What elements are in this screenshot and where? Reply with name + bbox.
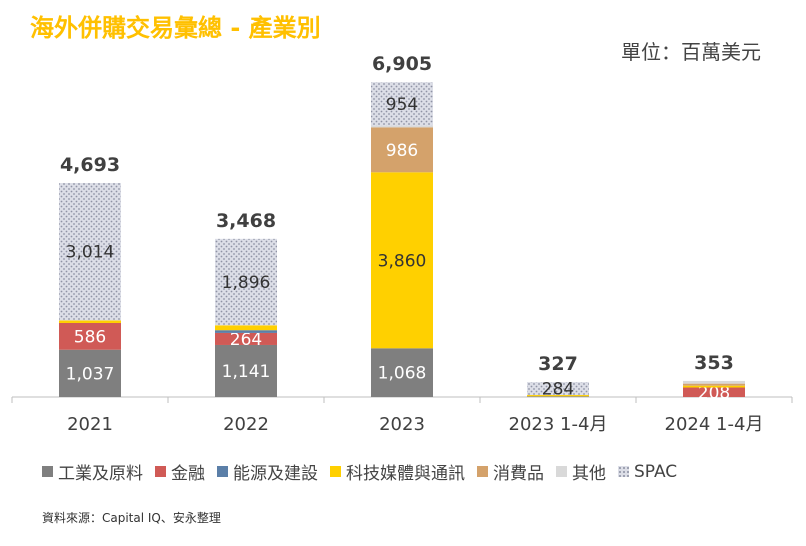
legend: 工業及原料 金融 能源及建設 科技媒體與通訊 消費品 其他 SPAC (42, 459, 689, 484)
legend-label: 科技媒體與通訊 (346, 464, 465, 484)
legend-item-other: 其他 (556, 459, 606, 484)
total-label: 353 (694, 352, 734, 374)
category-label: 2024 1-4月 (665, 414, 764, 435)
category-label: 2021 (67, 414, 113, 435)
data-label: 1,037 (66, 364, 115, 384)
legend-item-energy: 能源及建設 (217, 459, 318, 484)
bar-segment-other (683, 380, 745, 384)
bar-segment-consumer (371, 127, 433, 173)
total-label: 6,905 (372, 53, 432, 75)
bar-segment-spac (527, 382, 589, 396)
bar-segment-tech (527, 395, 589, 397)
bar-segment-industrial (371, 348, 433, 397)
data-label: 284 (542, 380, 574, 400)
data-label: 3,014 (66, 243, 115, 263)
legend-label: 其他 (572, 464, 606, 484)
legend-swatch (155, 466, 166, 477)
bar-segment-energy (215, 330, 277, 333)
legend-label: 金融 (171, 464, 205, 484)
legend-swatch (330, 466, 341, 477)
chart-title: 海外併購交易彙總 - 產業別 (30, 14, 321, 42)
bar-segment-industrial (215, 344, 277, 397)
legend-swatch (477, 466, 488, 477)
category-label: 2023 (379, 414, 425, 435)
bar-segment-consumer (683, 383, 745, 386)
data-label: 264 (230, 330, 262, 350)
data-label: 208 (698, 383, 730, 403)
bar-chart: 1,037 586 3,014 4,693 2021 1,141 264 1,896 3,468… (11, 53, 793, 435)
legend-item-consumer: 消費品 (477, 459, 544, 484)
bar-segment-finance (215, 332, 277, 345)
bar-segment-finance (59, 322, 121, 350)
legend-swatch (556, 466, 567, 477)
bar-segment-tech (371, 172, 433, 349)
bar-segment-spac (371, 82, 433, 126)
legend-label: 能源及建設 (233, 464, 318, 484)
total-label: 4,693 (60, 154, 120, 176)
data-label: 1,141 (222, 362, 271, 382)
bar-segment-industrial (59, 349, 121, 397)
legend-swatch (217, 466, 228, 477)
category-label: 2023 1-4月 (509, 414, 608, 435)
legend-item-tech: 科技媒體與通訊 (330, 459, 465, 484)
legend-swatch (42, 466, 53, 477)
data-label: 3,860 (378, 251, 427, 271)
total-label: 3,468 (216, 210, 276, 232)
bar-segment-tech (683, 385, 745, 388)
bar-segment-spac (59, 182, 121, 321)
legend-swatch (618, 466, 629, 477)
total-label: 327 (538, 353, 578, 375)
bar-segment-tech (215, 325, 277, 331)
data-label: 1,896 (222, 273, 271, 293)
data-label: 586 (74, 327, 106, 347)
unit-label: 單位：百萬美元 (621, 40, 761, 64)
bar-segment-industrial (527, 396, 589, 397)
category-label: 2022 (223, 414, 269, 435)
legend-item-industrial: 工業及原料 (42, 459, 143, 484)
data-label: 954 (386, 95, 418, 115)
legend-item-spac: SPAC (618, 462, 677, 482)
legend-label: 工業及原料 (58, 464, 143, 484)
legend-label: SPAC (634, 461, 678, 482)
legend-label: 消費品 (493, 464, 544, 484)
data-label: 1,068 (378, 364, 427, 384)
legend-item-finance: 金融 (155, 459, 205, 484)
bar-segment-spac (215, 238, 277, 326)
source-note: 資料來源：Capital IQ、安永整理 (42, 511, 221, 525)
bar-segment-tech (59, 320, 121, 323)
data-label: 986 (386, 141, 418, 161)
bar-segment-finance (683, 387, 745, 397)
bar-segment-other (371, 125, 433, 128)
